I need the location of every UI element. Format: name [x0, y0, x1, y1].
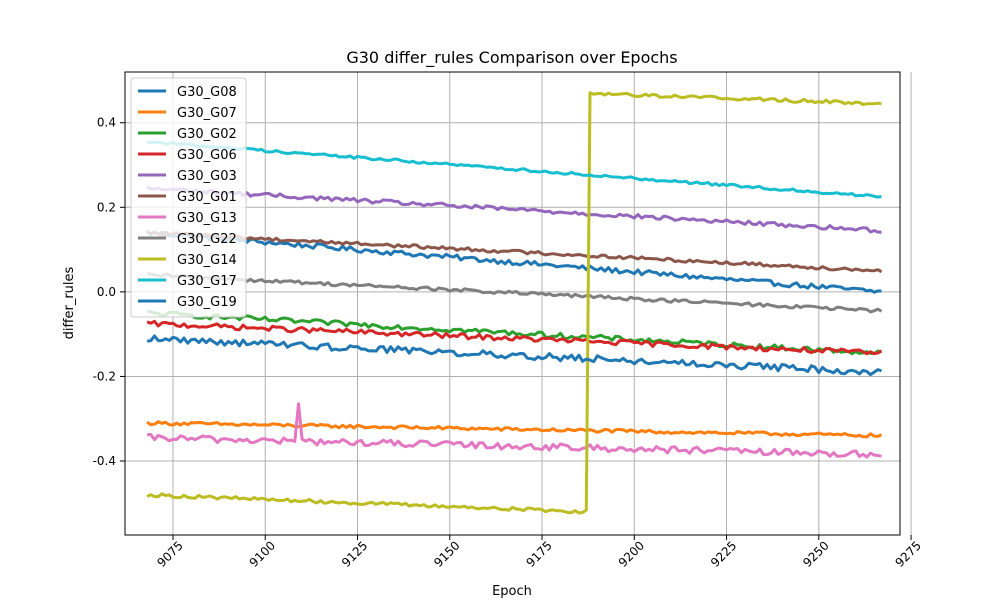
y-tick-label: 0.0 — [97, 285, 116, 299]
series-line-g30-g13 — [146, 402, 882, 459]
y-tick-label: 0.4 — [97, 116, 116, 130]
y-axis-label: differ_rules — [62, 266, 77, 339]
series-line-g30-g07 — [146, 420, 883, 439]
legend-label: G30_G14 — [177, 253, 237, 268]
legend: G30_G08 G30_G07 G30_G02 G30_G06 G30_G03 G30_G… — [130, 77, 247, 318]
series-line-g30-g22 — [146, 271, 883, 314]
y-tick-label: -0.4 — [93, 454, 116, 468]
plot-frame — [124, 71, 901, 536]
legend-label: G30_G13 — [177, 211, 237, 226]
series-line-g30-g06 — [146, 319, 883, 356]
y-axis: -0.4 -0.2 0.0 0.2 0.4 — [93, 116, 125, 468]
legend-label: G30_G06 — [177, 148, 237, 163]
chart-title: G30 differ_rules Comparison over Epochs — [346, 48, 677, 68]
series-layer — [146, 91, 883, 515]
legend-label: G30_G19 — [177, 295, 237, 310]
legend-label: G30_G22 — [177, 232, 237, 247]
series-line-g30-g01 — [146, 230, 883, 274]
legend-box — [130, 77, 247, 318]
y-tick-label: 0.2 — [97, 200, 116, 214]
legend-label: G30_G07 — [177, 106, 237, 121]
series-line-g30-g17 — [146, 140, 882, 199]
series-line-g30-g19 — [146, 334, 883, 377]
series-line-g30-g03 — [146, 185, 882, 234]
legend-label: G30_G08 — [177, 85, 237, 100]
legend-label: G30_G02 — [177, 127, 237, 142]
series-line-g30-g08 — [146, 230, 882, 294]
legend-label: G30_G01 — [177, 190, 237, 205]
legend-label: G30_G03 — [177, 169, 237, 184]
legend-label: G30_G17 — [177, 274, 237, 289]
series-line-g30-g14 — [146, 91, 882, 515]
x-axis-label: Epoch — [492, 584, 532, 599]
y-tick-label: -0.2 — [93, 369, 116, 383]
